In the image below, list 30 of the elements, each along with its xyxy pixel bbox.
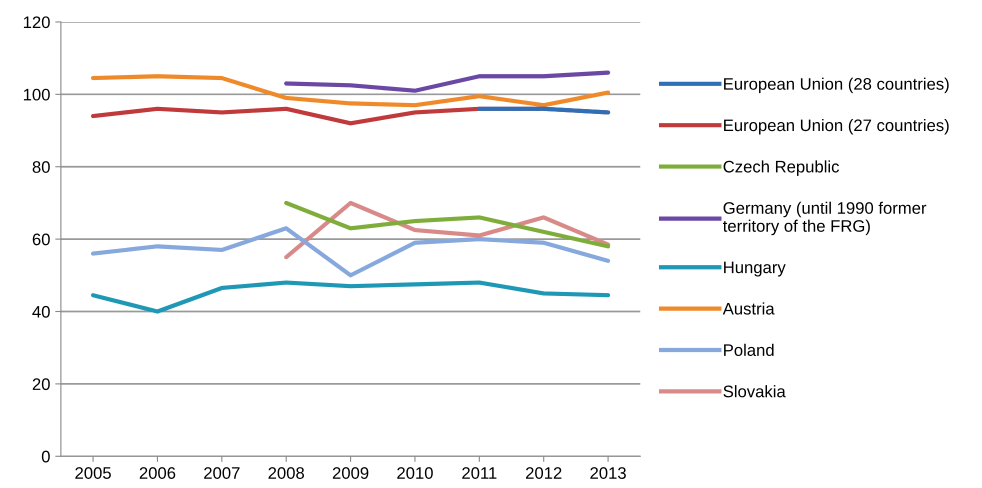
line-series <box>90 280 610 314</box>
x-tick-label: 2007 <box>204 467 240 479</box>
legend-label: Poland <box>724 344 774 356</box>
legend-label: European Union (28 countries) <box>724 78 949 94</box>
x-tick-label: 2013 <box>590 467 626 479</box>
y-tick-label: 60 <box>32 234 50 246</box>
line-series <box>284 200 610 260</box>
x-tick-label: 2011 <box>462 467 496 479</box>
y-tick-label: 0 <box>42 450 50 462</box>
legend-label: European Union (27 countries) <box>724 118 949 134</box>
legend-label: Czech Republic <box>724 160 840 176</box>
line-series <box>90 226 610 278</box>
y-tick-label: 100 <box>24 88 50 101</box>
legend-label: Slovakia <box>723 385 786 398</box>
y-tick-label: 120 <box>24 16 50 28</box>
x-tick-label: 2009 <box>332 467 368 479</box>
legend-label: Hungary <box>724 262 786 277</box>
y-tick-label: 20 <box>32 378 50 390</box>
legend-label: Germany (until 1990 former territory of the FRG) <box>722 202 926 236</box>
line-series <box>284 200 610 248</box>
x-tick-label: 2005 <box>75 467 111 479</box>
x-tick-label: 2012 <box>526 467 562 479</box>
x-tick-label: 2010 <box>397 467 433 479</box>
line-series <box>284 70 610 93</box>
y-tick-label: 40 <box>32 306 50 318</box>
y-tick-label: 80 <box>32 161 50 173</box>
legend-label: Austria <box>722 302 775 315</box>
line-series <box>90 74 610 108</box>
x-tick-label: 2006 <box>140 467 176 479</box>
x-tick-label: 2008 <box>268 467 304 479</box>
